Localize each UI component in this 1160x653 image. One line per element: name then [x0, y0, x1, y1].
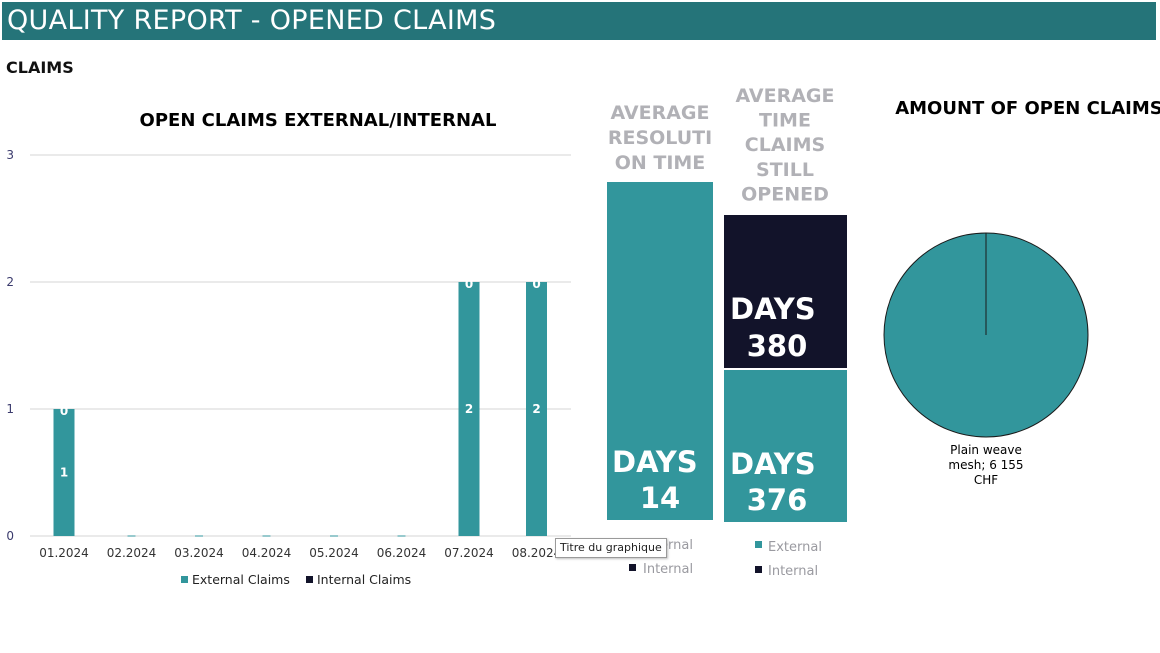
- report-title: QUALITY REPORT - OPENED CLAIMS: [2, 2, 1156, 40]
- open-claims-chart-title: OPEN CLAIMS EXTERNAL/INTERNAL: [140, 110, 497, 131]
- avg-open-time-internal-bar[interactable]: [724, 215, 847, 368]
- bar-external-01.2024[interactable]: [53, 409, 75, 536]
- legend-swatch-external: [755, 541, 762, 548]
- data-label-external: 1: [60, 466, 68, 480]
- avg-open-time-external-value: 376: [747, 483, 808, 517]
- avg-open-time-title-line: AVERAGE: [735, 85, 834, 107]
- avg-open-time-internal-value: 380: [747, 329, 808, 363]
- legend-label-external: External Claims: [192, 572, 290, 587]
- x-tick-label: 07.2024: [444, 546, 494, 560]
- x-tick-label: 01.2024: [39, 546, 89, 560]
- avg-open-time-external-bar[interactable]: [724, 370, 847, 522]
- x-tick-label: 04.2024: [242, 546, 292, 560]
- bar-external-07.2024[interactable]: [458, 282, 480, 536]
- x-tick-label: 08.2024: [512, 546, 562, 560]
- data-label-internal: 0: [532, 277, 540, 291]
- data-label-external: 2: [532, 402, 540, 416]
- avg-open-time-title-line: TIME: [759, 110, 811, 132]
- bar-external-08.2024[interactable]: [526, 282, 547, 536]
- y-tick-label: 3: [6, 148, 14, 162]
- x-tick-label: 02.2024: [107, 546, 157, 560]
- legend-swatch-external: [181, 576, 188, 583]
- pie-data-label: mesh; 6 155: [948, 458, 1023, 472]
- pie-data-label: Plain weave: [950, 443, 1022, 457]
- chart-title-tooltip: Titre du graphique: [555, 538, 667, 558]
- avg-resolution-value: 14: [640, 481, 680, 515]
- avg-resolution-title-line: AVERAGE: [610, 102, 709, 124]
- legend-swatch-internal: [629, 564, 636, 571]
- avg-open-time-legend-external: External: [768, 540, 822, 555]
- legend-swatch-internal: [306, 576, 313, 583]
- y-tick-label: 1: [6, 402, 14, 416]
- avg-resolution-legend-external: ernal: [660, 538, 693, 553]
- avg-resolution-chart[interactable]: AVERAGE RESOLUTI ON TIME DAYS 14 ernal Inte…: [607, 102, 713, 577]
- avg-resolution-title-line: ON TIME: [615, 152, 706, 174]
- data-label-internal: 0: [465, 277, 473, 291]
- legend-swatch-internal: [755, 566, 762, 573]
- data-label-internal: 0: [60, 404, 68, 418]
- avg-resolution-external-bar[interactable]: [607, 182, 713, 520]
- x-tick-label: 05.2024: [309, 546, 359, 560]
- data-label-external: 2: [465, 402, 473, 416]
- open-claims-amount-title: AMOUNT OF OPEN CLAIMS: [895, 98, 1160, 119]
- y-tick-label: 2: [6, 275, 14, 289]
- avg-open-time-title-line: STILL: [756, 159, 814, 181]
- x-tick-label: 06.2024: [377, 546, 427, 560]
- legend-label-internal: Internal Claims: [317, 572, 411, 587]
- avg-open-time-external-unit: DAYS: [730, 447, 816, 481]
- section-label: CLAIMS: [6, 58, 74, 77]
- avg-resolution-title-line: RESOLUTI: [608, 127, 712, 149]
- x-tick-label: 03.2024: [174, 546, 224, 560]
- avg-open-time-title-line: CLAIMS: [745, 134, 825, 156]
- pie-data-label: CHF: [974, 473, 998, 487]
- avg-open-time-legend-internal: Internal: [768, 564, 818, 579]
- y-tick-label: 0: [6, 529, 14, 543]
- avg-open-time-internal-unit: DAYS: [730, 292, 816, 326]
- avg-resolution-value-unit: DAYS: [612, 445, 698, 479]
- avg-open-time-title-line: OPENED: [741, 183, 829, 205]
- avg-resolution-legend-internal: Internal: [643, 562, 693, 577]
